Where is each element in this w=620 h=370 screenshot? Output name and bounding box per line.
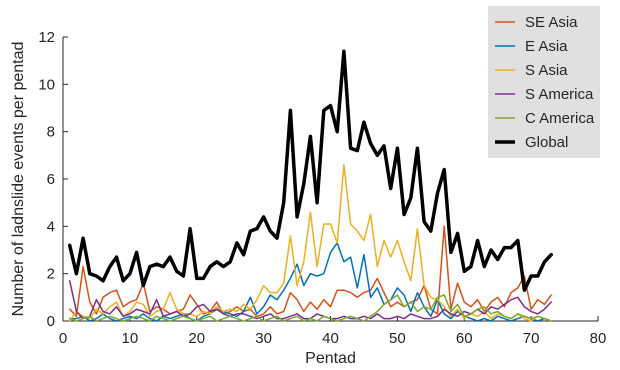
y-tick-label: 12 (38, 29, 55, 46)
x-tick-label: 70 (523, 330, 540, 347)
legend-label: S America (525, 86, 594, 103)
y-axis-ticks: 0 2 4 6 8 10 12 (38, 29, 68, 330)
y-tick-label: 4 (47, 218, 55, 235)
series-line-global (67, 49, 553, 292)
series-lines (67, 49, 553, 322)
legend-label: Global (525, 134, 568, 151)
x-tick-label: 50 (389, 330, 406, 347)
plot-area: 0 10 20 30 40 50 60 70 80 0 2 4 6 8 10 12 (38, 29, 606, 347)
y-tick-label: 10 (38, 76, 55, 93)
legend-label: S Asia (525, 62, 568, 79)
x-tick-label: 10 (122, 330, 139, 347)
x-tick-label: 20 (188, 330, 205, 347)
legend-label: SE Asia (525, 14, 578, 31)
y-tick-label: 2 (47, 266, 55, 283)
series-line-e-asia (68, 242, 552, 322)
legend-box (488, 6, 600, 158)
x-tick-label: 80 (590, 330, 607, 347)
x-axis-title: Pentad (305, 350, 356, 367)
series-line-se-asia (68, 225, 552, 318)
y-axis-title: Number of ladnslide events per pentad (10, 42, 27, 317)
legend: SE Asia E Asia S Asia S America C America Glo… (488, 6, 600, 158)
x-axis-ticks: 0 10 20 30 40 50 60 70 80 (59, 316, 607, 347)
legend-label: C America (525, 110, 595, 127)
legend-items: SE Asia E Asia S Asia S America C America Glo… (495, 14, 595, 151)
y-tick-label: 0 (47, 313, 55, 330)
x-tick-label: 30 (255, 330, 272, 347)
y-tick-label: 6 (47, 171, 55, 188)
legend-label: E Asia (525, 38, 568, 55)
x-tick-label: 40 (322, 330, 339, 347)
x-tick-label: 0 (59, 330, 67, 347)
x-tick-label: 60 (456, 330, 473, 347)
y-tick-label: 8 (47, 124, 55, 141)
series-line-c-america (68, 294, 552, 322)
